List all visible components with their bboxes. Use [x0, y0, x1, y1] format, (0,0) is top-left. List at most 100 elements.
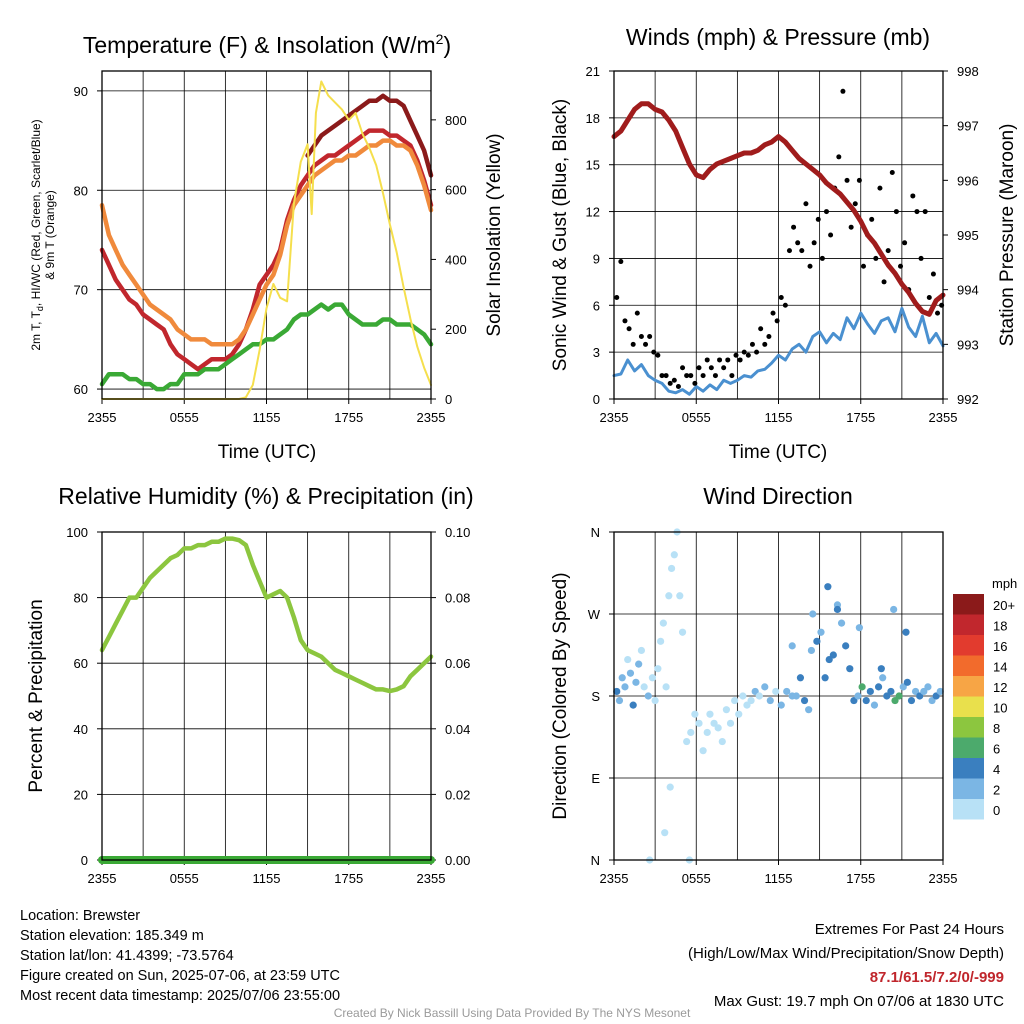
gust-point — [651, 349, 657, 355]
temperature-grid — [102, 71, 431, 399]
y2-tick-label: 200 — [445, 322, 467, 337]
winds-plot-frame — [613, 70, 944, 400]
direction-point — [718, 737, 726, 746]
direction-point — [699, 747, 707, 755]
gust-point — [910, 193, 916, 199]
legend-label: 4 — [993, 762, 1000, 777]
wind-direction-y-axis-label: Direction (Colored By Speed) — [550, 572, 571, 819]
gust-point — [655, 352, 661, 358]
station-info: Location: Brewster Station elevation: 18… — [20, 906, 340, 1006]
y-tick-label: 60 — [74, 656, 88, 671]
gust-point — [749, 341, 755, 347]
y2-tick-label: 800 — [445, 113, 467, 128]
gust-point — [647, 334, 653, 340]
direction-point — [924, 683, 932, 691]
y-tick-label: 12 — [586, 205, 600, 220]
gust-point — [786, 248, 792, 254]
gust-point — [885, 248, 891, 254]
direction-point — [747, 696, 755, 705]
x-tick-label: 1755 — [846, 871, 875, 886]
y-tick-label: N — [591, 525, 600, 540]
temperature-panel: Temperature (F) & Insolation (W/m2) 2m T… — [29, 31, 505, 463]
wind-direction-panel: Wind Direction Direction (Colored By Spe… — [550, 483, 1017, 886]
y-tick-label: 90 — [74, 84, 88, 99]
gust-point — [914, 209, 920, 215]
direction-point — [809, 610, 817, 618]
gust-point — [704, 357, 710, 363]
gust-point — [721, 365, 727, 371]
gust-point — [614, 294, 620, 300]
y2-tick-label: 0.00 — [445, 853, 470, 868]
station-location: Location: Brewster — [20, 908, 141, 924]
extremes-info: Extremes For Past 24 Hours (High/Low/Max… — [688, 918, 1004, 1014]
credit-line: Created By Nick Bassill Using Data Provi… — [333, 1006, 691, 1020]
direction-point — [621, 683, 629, 691]
speed-legend: mph 20+ 18 16 14 12 10 8 6 4 2 0 — [953, 576, 1017, 820]
gust-point — [881, 279, 887, 285]
y2-tick-label: 0.02 — [445, 787, 470, 802]
direction-point — [858, 683, 866, 691]
direction-point — [618, 674, 626, 682]
y2-tick-label: 997 — [957, 119, 979, 134]
direction-point — [855, 624, 863, 632]
direction-point — [837, 619, 846, 627]
direction-point — [842, 642, 850, 650]
gust-point — [680, 365, 686, 371]
x-tick-label: 2355 — [88, 871, 117, 886]
y-tick-label: 18 — [586, 111, 600, 126]
legend-swatch — [953, 799, 984, 820]
direction-point — [657, 637, 665, 645]
gust-point — [712, 373, 718, 379]
gust-point — [807, 263, 813, 269]
legend-swatch — [953, 758, 984, 779]
gust-point — [630, 341, 636, 347]
gust-point — [778, 294, 784, 300]
y2-tick-label: 992 — [957, 392, 979, 407]
humidity-panel: Relative Humidity (%) & Precipitation (i… — [26, 483, 474, 886]
direction-point — [792, 692, 800, 700]
direction-point — [735, 710, 743, 718]
gust-point — [815, 216, 821, 222]
gust-point — [803, 201, 809, 207]
direction-point — [635, 660, 643, 668]
gust-point — [675, 384, 681, 390]
y-tick-label: 0 — [593, 392, 600, 407]
pressure-y-axis-label: Station Pressure (Maroon) — [997, 124, 1018, 347]
y2-tick-label: 998 — [957, 64, 979, 79]
gust-point — [782, 302, 788, 308]
direction-point — [706, 710, 714, 718]
gust-point — [626, 326, 632, 332]
gust-point — [659, 373, 665, 379]
gust-point — [725, 357, 731, 363]
x-tick-label: 2355 — [88, 410, 117, 425]
gust-point — [844, 177, 850, 183]
extremes-values: 87.1/61.5/7.2/0/-999 — [869, 969, 1004, 986]
legend-swatch — [953, 717, 984, 738]
gust-point — [836, 154, 842, 160]
gust-point — [638, 334, 644, 340]
direction-point — [640, 683, 648, 691]
gust-point — [745, 352, 751, 358]
gust-point — [869, 216, 875, 222]
gust-point — [877, 185, 883, 191]
x-tick-label: 2355 — [417, 871, 446, 886]
y-tick-label: W — [588, 607, 601, 622]
direction-point — [777, 701, 785, 709]
direction-point — [714, 724, 722, 732]
x-tick-label: 1155 — [765, 410, 793, 425]
legend-label: 8 — [993, 721, 1000, 736]
y2-tick-label: 0.06 — [445, 656, 470, 671]
gust-point — [733, 352, 739, 358]
wind-direction-grid — [614, 531, 943, 861]
y-tick-label: 80 — [74, 183, 88, 198]
legend-title: mph — [992, 576, 1017, 591]
max-gust: Max Gust: 19.7 mph On 07/06 at 1830 UTC — [713, 993, 1004, 1010]
x-tick-label: 1155 — [765, 871, 793, 886]
y2-tick-label: 993 — [957, 337, 979, 352]
x-tick-label: 1755 — [334, 410, 363, 425]
gust-point — [754, 349, 760, 355]
direction-point — [662, 683, 670, 691]
gust-point — [770, 310, 776, 316]
y-tick-label: 70 — [74, 283, 88, 298]
